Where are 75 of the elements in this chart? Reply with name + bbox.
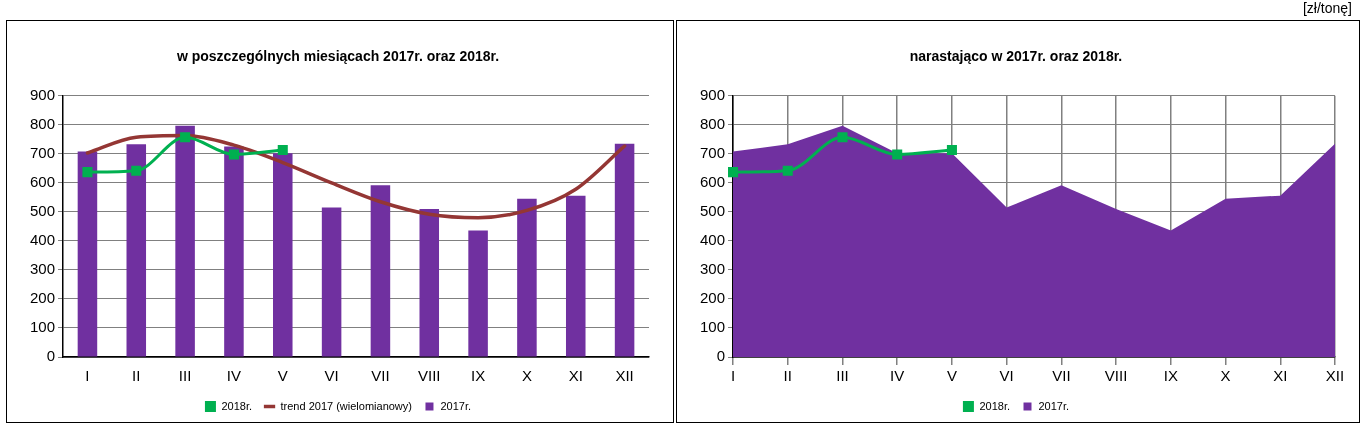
bar (273, 153, 293, 357)
bar (614, 143, 635, 357)
y-tick-label: 600 (30, 173, 56, 191)
legend-label: 2017r. (1038, 399, 1070, 412)
legend-label: trend 2017 (wielomianowy) (280, 399, 412, 412)
x-tick-label: XII (1325, 367, 1345, 385)
y-tick-label: 100 (700, 318, 726, 336)
bar (370, 185, 391, 357)
bar (224, 146, 244, 357)
x-tick-label: XII (615, 367, 634, 385)
x-tick-label: V (277, 367, 288, 385)
y-tick-label: 200 (30, 289, 56, 307)
x-tick-label: IV (890, 367, 905, 385)
chart-title: w poszczególnych miesiącach 2017r. oraz 2018r. (175, 48, 500, 65)
legend-label: 2017r. (440, 399, 472, 412)
bar (321, 207, 342, 357)
bar (468, 230, 488, 357)
point (837, 132, 848, 143)
y-tick-label: 700 (700, 143, 726, 161)
y-tick-label: 100 (30, 318, 56, 336)
point (892, 149, 903, 160)
y-tick-label: 0 (46, 347, 56, 365)
point (131, 165, 142, 176)
y-tick-label: 500 (700, 202, 726, 220)
y-tick-label: 900 (30, 85, 56, 103)
bar (517, 198, 537, 357)
y-tick-label: 800 (30, 114, 56, 132)
point (727, 167, 739, 178)
y-tick-label: 400 (700, 231, 726, 249)
x-tick-label: IX (1163, 367, 1178, 385)
x-tick-label: V (946, 367, 957, 385)
bar (77, 151, 98, 357)
bar (126, 144, 147, 357)
x-tick-label: I (85, 367, 90, 385)
x-tick-label: IV (226, 367, 242, 385)
point (782, 165, 793, 176)
y-tick-label: 700 (30, 143, 56, 161)
y-tick-label: 600 (700, 173, 726, 191)
x-tick-label: VI (999, 367, 1014, 385)
point (82, 167, 93, 178)
legend-label: 2018r. (979, 399, 1011, 412)
y-tick-label: 800 (700, 114, 726, 132)
x-tick-label: XI (568, 367, 583, 385)
line-series (85, 133, 627, 220)
y-tick-label: 400 (30, 231, 56, 249)
x-tick-label: VI (324, 367, 339, 385)
x-tick-label: III (178, 367, 192, 385)
y-tick-label: 200 (700, 289, 726, 307)
y-tick-label: 300 (700, 260, 726, 278)
x-tick-label: II (132, 367, 141, 385)
x-tick-label: X (1220, 367, 1231, 385)
point (228, 149, 239, 160)
bar (565, 195, 586, 357)
legend-label: 2018r. (221, 399, 253, 412)
chart-title: narastająco w 2017r. oraz 2018r. (909, 48, 1123, 65)
point (277, 145, 288, 156)
bar (175, 125, 195, 357)
y-tick-label: 300 (30, 260, 56, 278)
x-tick-label: VII (1052, 367, 1071, 385)
y-tick-label: 500 (30, 202, 56, 220)
x-tick-label: VII (371, 367, 390, 385)
x-tick-label: I (730, 367, 736, 385)
bar (419, 208, 440, 357)
x-tick-label: II (783, 367, 792, 385)
point (180, 132, 191, 143)
x-tick-label: XI (1273, 367, 1288, 385)
point (946, 145, 957, 156)
y-tick-label: 0 (716, 347, 726, 365)
x-tick-label: X (521, 367, 532, 385)
x-tick-label: III (836, 367, 849, 385)
y-tick-label: 900 (700, 85, 726, 103)
text: [zł/tonę] (1302, 0, 1352, 18)
x-tick-label: VIII (1104, 367, 1128, 385)
x-tick-label: IX (471, 367, 486, 385)
x-tick-label: VIII (418, 367, 441, 385)
